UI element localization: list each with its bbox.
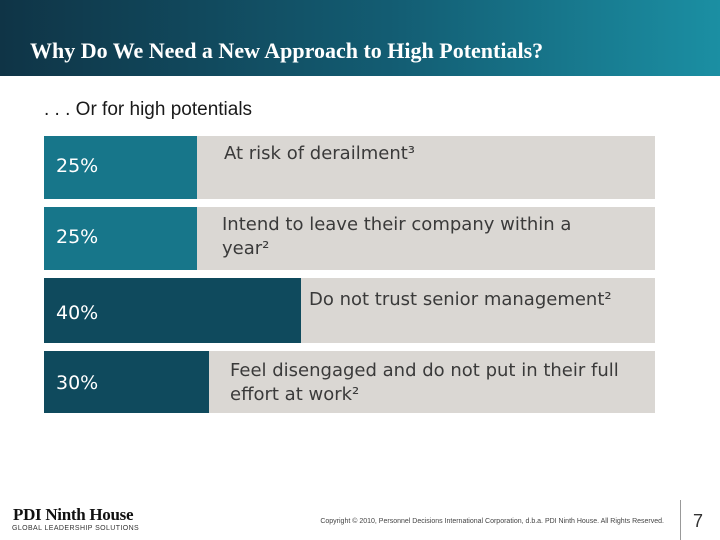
company-logo: PDI Ninth House GLOBAL LEADERSHIP SOLUTI… [12,505,140,532]
stat-bar [44,136,197,199]
slide-subtitle: . . . Or for high potentials [44,99,253,120]
stat-percent: 30% [56,372,99,394]
stat-description: Intend to leave their company within a y… [222,214,572,259]
page-number: 7 [693,511,704,531]
stat-bar [44,351,209,413]
logo-tagline: GLOBAL LEADERSHIP SOLUTIONS [12,525,140,532]
stat-description: At risk of derailment³ [224,143,415,164]
stat-row-derailment: 25% At risk of derailment³ [44,136,655,199]
logo-wordmark: PDI Ninth House [13,505,134,524]
stat-row-disengaged: 30% Feel disengaged and do not put in th… [44,351,655,413]
stat-row-intend-to-leave: 25% Intend to leave their company within… [44,207,655,270]
stat-percent: 40% [56,302,99,324]
stat-percent: 25% [56,226,99,248]
footer-divider [680,500,681,540]
stat-description: Do not trust senior management² [309,289,612,310]
stat-bar [44,278,301,343]
copyright-notice: Copyright © 2010, Personnel Decisions In… [320,518,664,525]
stat-row-trust: 40% Do not trust senior management² [44,278,655,343]
stat-description: Feel disengaged and do not put in their … [230,360,619,405]
slide-title: Why Do We Need a New Approach to High Po… [30,38,544,63]
stat-bar [44,207,197,270]
header-bar: Why Do We Need a New Approach to High Po… [0,0,720,76]
stat-percent: 25% [56,155,99,177]
